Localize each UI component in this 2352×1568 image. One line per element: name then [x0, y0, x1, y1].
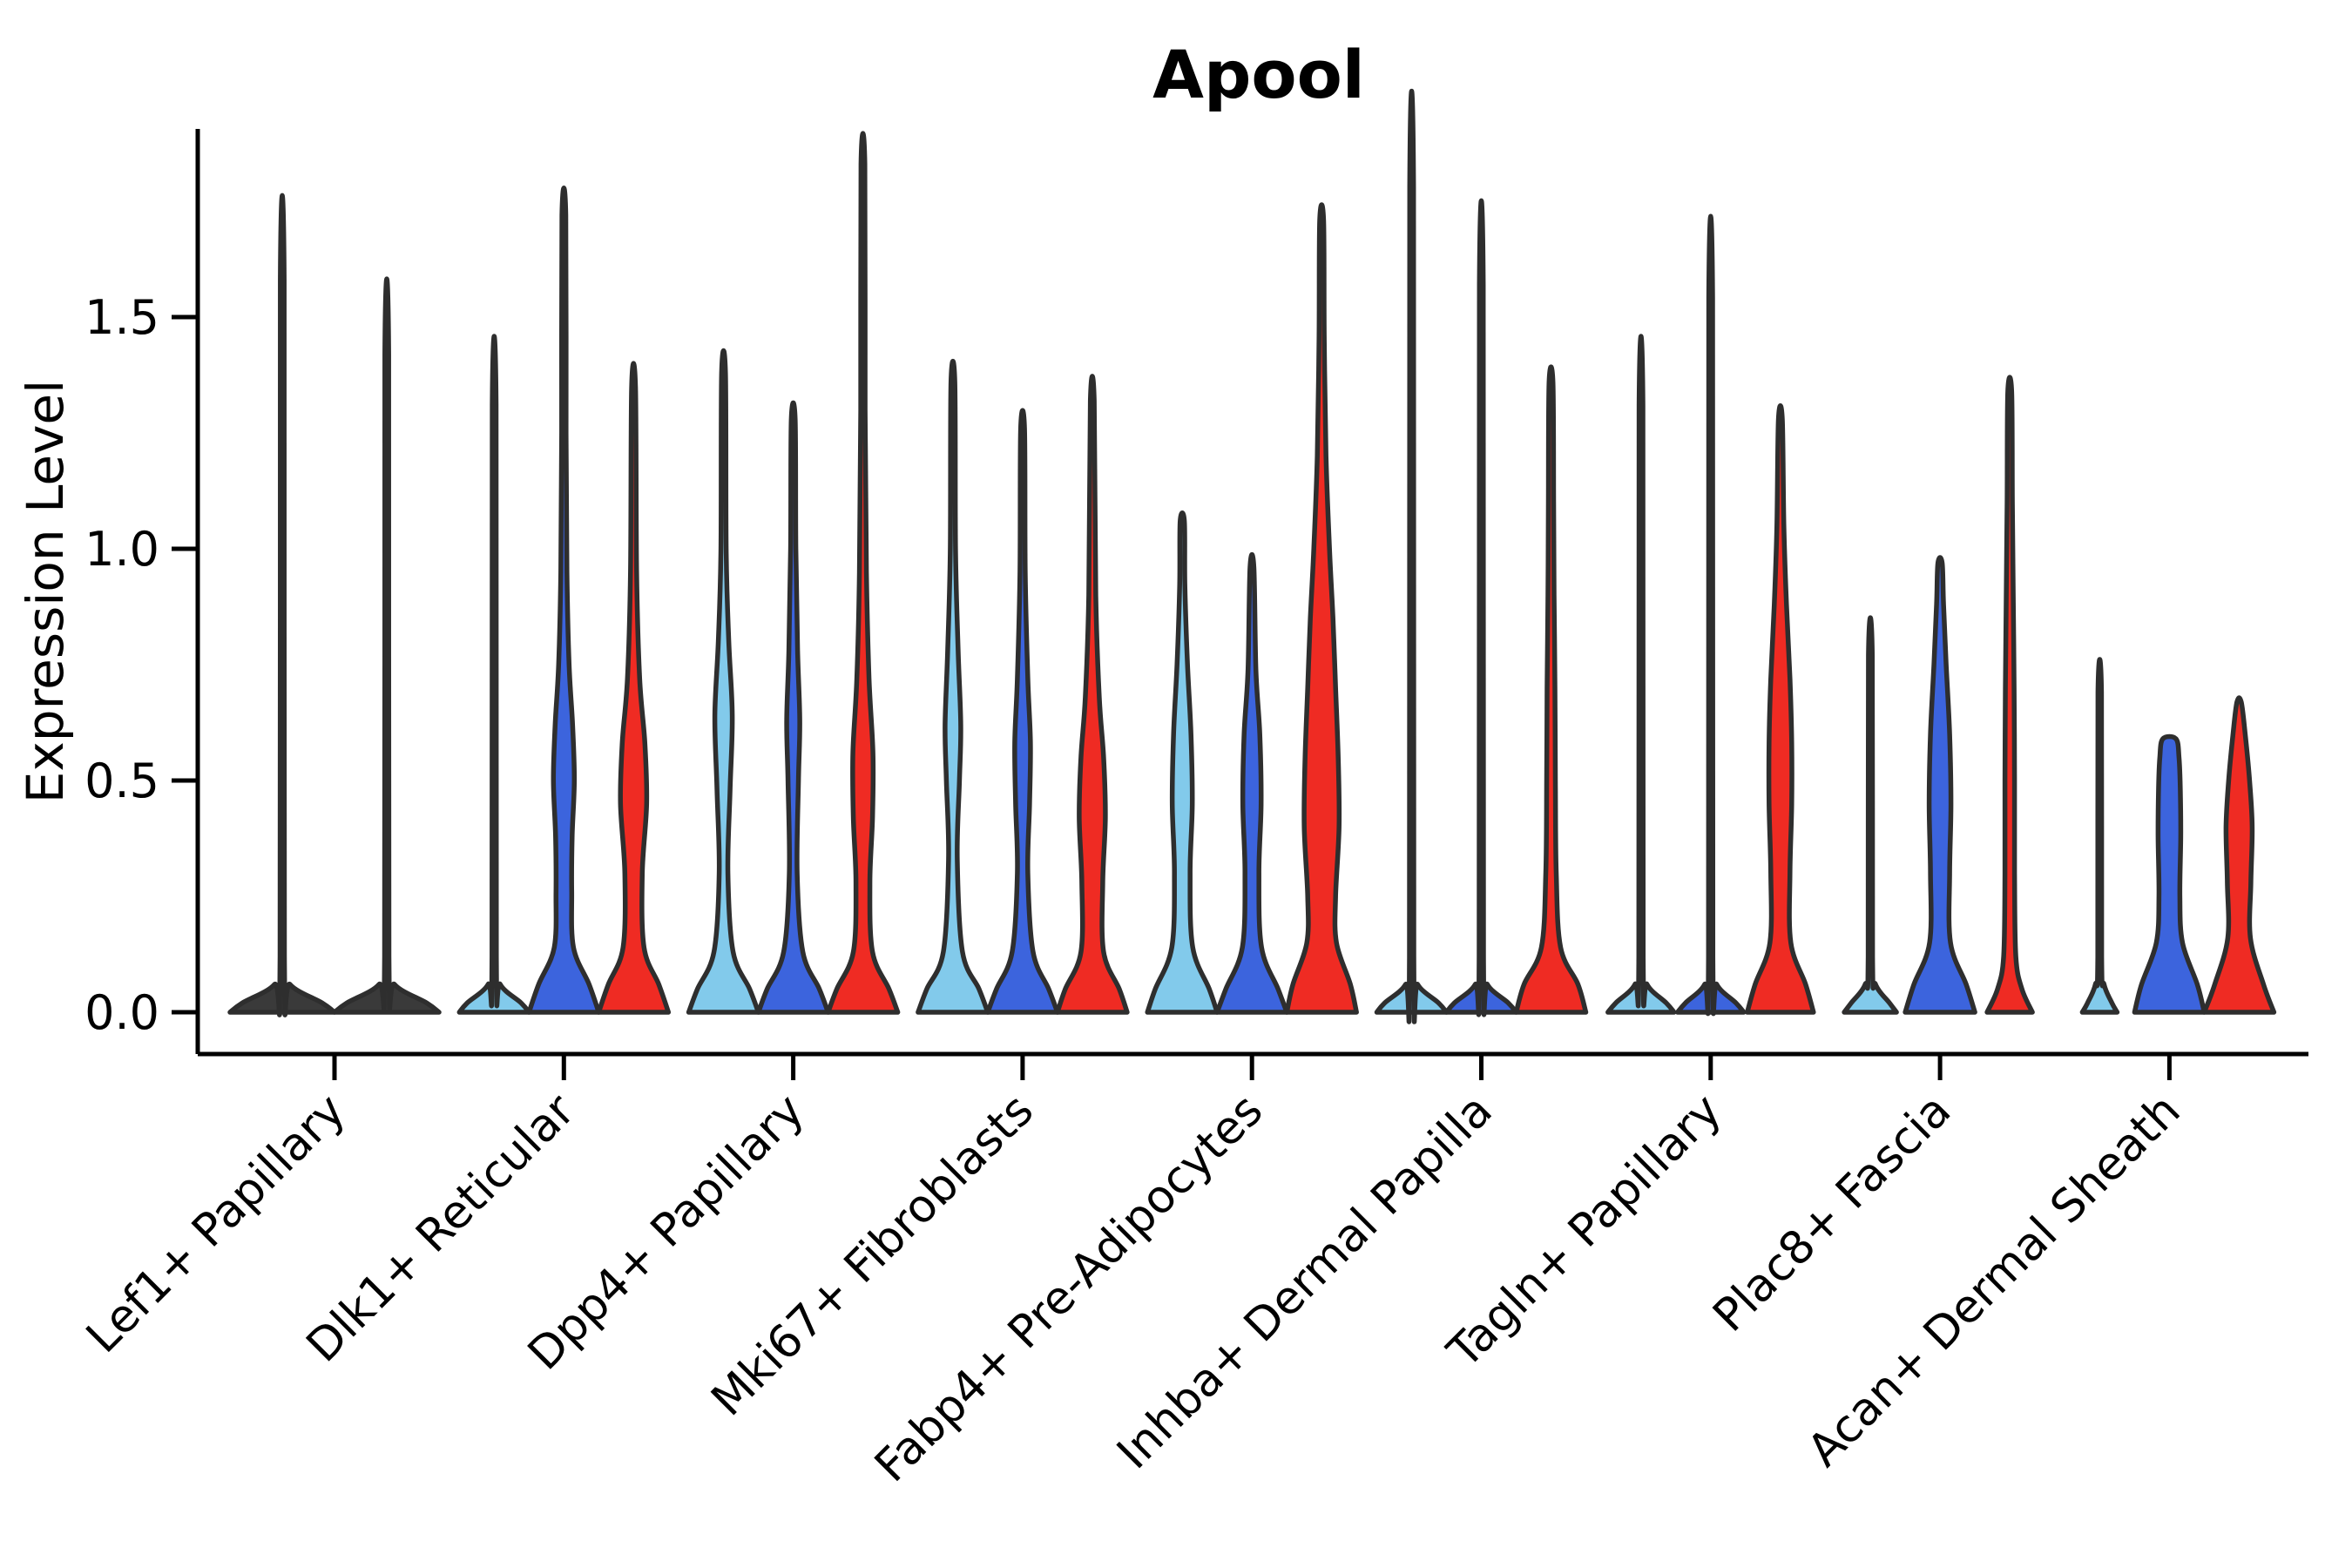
violin-plac8-fascia-blue-1 — [1903, 555, 1977, 1015]
violin-mki67-fibroblasts-red-2 — [1055, 374, 1130, 1015]
violin-dpp4-papillary-blue-1 — [755, 400, 831, 1015]
violin-lef1-papillary-uncolored-0 — [227, 193, 337, 1017]
y-tick-label-0.0: 0.0 — [84, 985, 159, 1040]
violin-dlk1-reticular-blue-1 — [526, 185, 602, 1015]
violin-lef1-papillary-uncolored-1 — [332, 276, 442, 1015]
violin-fabp4-pre-adipocytes-light_blue-0 — [1145, 510, 1220, 1015]
violin-inhba-dermal-papilla-blue-1 — [1443, 198, 1519, 1017]
y-ticks: 0.0 0.5 1.0 1.5 — [84, 290, 198, 1040]
violin-dpp4-papillary-light_blue-0 — [686, 348, 761, 1015]
violin-dpp4-papillary-red-2 — [825, 131, 901, 1015]
x-tick-label-fabp4-pre-adipocytes: Fabp4+ Pre-Adipocytes — [865, 1085, 1273, 1492]
x-tick-label-acan-dermal-sheath: Acan+ Dermal Sheath — [1798, 1085, 2191, 1477]
violin-acan-dermal-sheath-blue-1 — [2132, 733, 2207, 1015]
x-tick-label-inhba-dermal-papilla: Inhba+ Dermal Papilla — [1107, 1085, 1502, 1479]
violin-inhba-dermal-papilla-red-2 — [1513, 364, 1589, 1015]
violin-plac8-fascia-light_blue-0 — [1842, 615, 1899, 1015]
x-tick-label-plac8-fascia: Plac8+ Fascia — [1703, 1085, 1961, 1342]
y-tick-label-1.0: 1.0 — [84, 522, 159, 577]
violin-tagln-papillary-blue-1 — [1675, 213, 1747, 1017]
violin-acan-dermal-sheath-light_blue-0 — [2079, 657, 2120, 1015]
y-tick-label-1.5: 1.5 — [84, 290, 159, 345]
violin-plac8-fascia-red-2 — [1984, 375, 2035, 1015]
violin-tagln-papillary-red-2 — [1745, 402, 1816, 1015]
violins-layer — [227, 88, 2277, 1024]
violin-fabp4-pre-adipocytes-red-2 — [1284, 202, 1359, 1015]
y-tick-label-0.5: 0.5 — [84, 754, 159, 808]
chart-title: Apool — [1152, 36, 1365, 113]
violin-inhba-dermal-papilla-light_blue-0 — [1374, 88, 1450, 1024]
y-axis-label: Expression Level — [16, 380, 75, 803]
violin-fabp4-pre-adipocytes-blue-1 — [1214, 551, 1289, 1015]
violin-tagln-papillary-light_blue-0 — [1605, 334, 1677, 1015]
violin-mki67-fibroblasts-blue-1 — [985, 408, 1060, 1015]
violin-acan-dermal-sheath-red-2 — [2201, 695, 2277, 1015]
violin-mki67-fibroblasts-light_blue-0 — [916, 359, 990, 1015]
violin-dlk1-reticular-red-2 — [596, 361, 672, 1015]
violin-dlk1-reticular-light_blue-0 — [456, 334, 532, 1015]
